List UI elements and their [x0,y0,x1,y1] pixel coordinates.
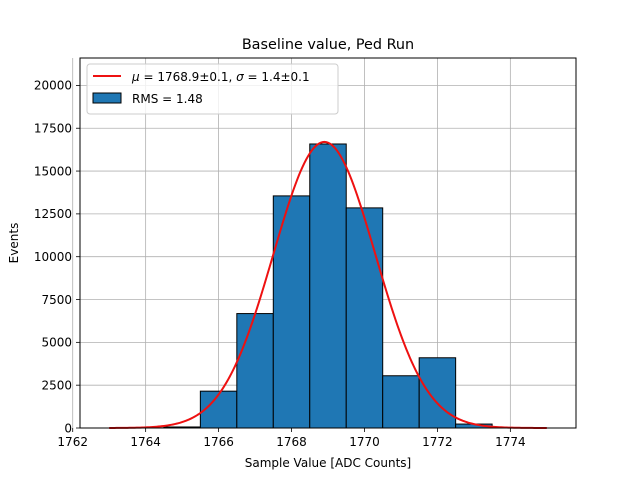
x-tick-label: 1762 [57,435,88,449]
y-tick-label: 2500 [41,378,72,392]
legend-box [86,63,339,115]
histogram-bar [309,143,347,429]
x-tick-label: 1768 [276,435,307,449]
y-axis-label: Events [7,223,21,264]
gaussian-fit-curve [109,140,547,429]
x-tick-label: 1764 [130,435,161,449]
x-tick-label: 1766 [203,435,234,449]
x-tick-label: 1770 [349,435,380,449]
x-tick-label: 1774 [495,435,526,449]
chart-title: Baseline value, Ped Run [242,37,414,53]
legend: μ = 1768.9±0.1, σ = 1.4±0.1 RMS = 1.48 [86,63,339,115]
legend-fit-label: μ = 1768.9±0.1, σ = 1.4±0.1 [131,70,310,84]
histogram-bar [382,375,420,429]
legend-mu-symbol: μ [131,70,140,84]
x-axis-label: Sample Value [ADC Counts] [245,456,411,470]
y-tick-label: 5000 [41,336,72,350]
y-tick-label: 7500 [41,293,72,307]
legend-histogram-patch [92,92,122,104]
y-tick-label: 10000 [34,250,72,264]
histogram-bar [236,313,274,429]
histogram-bar [272,195,311,429]
histogram-bar [345,207,384,429]
histogram-bar [199,390,238,429]
histogram-bars [126,143,493,429]
y-tick-label: 20000 [34,79,72,93]
x-axis-ticks: 1762 1764 1766 1768 1770 1772 1774 [57,428,526,449]
legend-mu-value: = 1768.9±0.1, [140,70,236,84]
y-tick-label: 12500 [34,207,72,221]
x-tick-label: 1772 [422,435,453,449]
y-tick-label: 15000 [34,164,72,178]
y-tick-label: 17500 [34,122,72,136]
y-tick-label: 0 [64,421,72,435]
legend-histogram-label: RMS = 1.48 [132,92,203,106]
histogram-bar [418,357,457,429]
plot-frame [79,57,577,429]
legend-sigma-value: = 1.4±0.1 [244,70,310,84]
legend-sigma-symbol: σ [236,70,244,84]
y-axis-ticks: 0 2500 5000 7500 10000 12500 15000 17500 20000 [34,79,80,435]
